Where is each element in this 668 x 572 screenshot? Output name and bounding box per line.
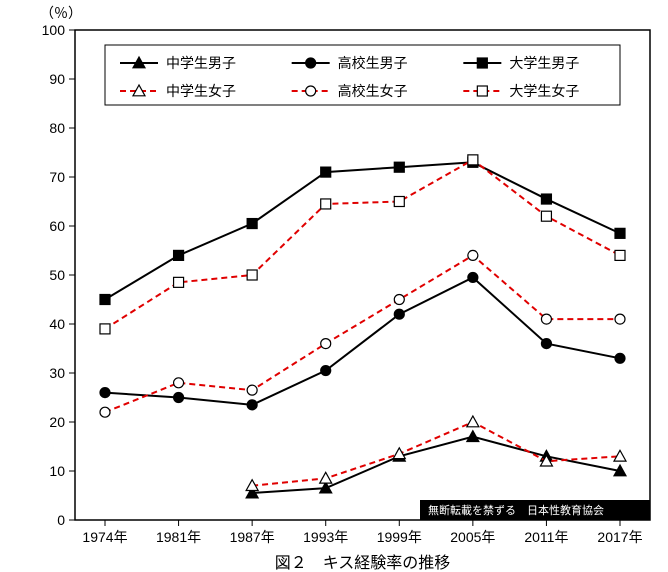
y-tick-label: 20 xyxy=(49,414,65,430)
legend-label-uni_f: 大学生女子 xyxy=(509,83,579,99)
legend-label-jhs_f: 中学生女子 xyxy=(166,83,236,99)
chart-container: 0 10 20 30 40 50 60 70 80 90 100（％） 1974年 1981年 1987年… xyxy=(0,0,668,572)
series-marker-uni_m xyxy=(321,167,331,177)
x-tick-label: 2005年 xyxy=(450,529,495,545)
y-tick-label: 40 xyxy=(49,316,65,332)
series-marker-uni_f xyxy=(394,197,404,207)
series-line-uni_f xyxy=(105,160,620,329)
series-marker-jhs_f xyxy=(393,448,405,459)
series-marker-uni_f xyxy=(247,270,257,280)
series-marker-jhs_f xyxy=(467,416,479,427)
y-tick-label: 60 xyxy=(49,218,65,234)
series-marker-hs_f xyxy=(615,314,625,324)
series-marker-hs_m xyxy=(541,339,551,349)
series-marker-hs_f xyxy=(247,385,257,395)
series-marker-uni_m xyxy=(100,295,110,305)
y-tick-label: 80 xyxy=(49,120,65,136)
series-marker-hs_m xyxy=(615,353,625,363)
series-marker-hs_f xyxy=(321,339,331,349)
x-tick-label: 1974年 xyxy=(82,529,127,545)
series-marker-uni_m xyxy=(394,162,404,172)
legend-label-uni_m: 大学生男子 xyxy=(509,55,579,71)
series-marker-hs_m xyxy=(394,309,404,319)
x-tick-label: 1981年 xyxy=(156,529,201,545)
y-tick-label: 30 xyxy=(49,365,65,381)
legend-label-hs_m: 高校生男子 xyxy=(338,55,408,71)
series-marker-hs_m xyxy=(100,388,110,398)
series-marker-uni_f xyxy=(615,250,625,260)
series-marker-uni_f xyxy=(100,324,110,334)
x-tick-label: 2011年 xyxy=(524,529,568,545)
y-tick-label: 50 xyxy=(49,267,65,283)
series-line-jhs_m xyxy=(252,437,620,493)
y-tick-label: 0 xyxy=(57,512,65,528)
series-marker-jhs_m xyxy=(467,431,479,442)
series-line-jhs_f xyxy=(252,422,620,486)
y-tick-label: 10 xyxy=(49,463,65,479)
y-axis-unit: （％） xyxy=(40,5,82,21)
x-tick-label: 1987年 xyxy=(230,529,275,545)
series-marker-hs_m xyxy=(174,393,184,403)
chart-caption: 図２ キス経験率の推移 xyxy=(275,554,451,572)
series-marker-jhs_f xyxy=(320,472,332,483)
series-marker-hs_f xyxy=(174,378,184,388)
line-chart: 0 10 20 30 40 50 60 70 80 90 100（％） 1974年 1981年 1987年… xyxy=(0,0,668,572)
series-marker-hs_m xyxy=(468,272,478,282)
series-marker-uni_m xyxy=(174,250,184,260)
y-tick-label: 100 xyxy=(42,22,66,38)
x-tick-label: 2017年 xyxy=(597,529,642,545)
series-marker-uni_f xyxy=(321,199,331,209)
legend-label-hs_f: 高校生女子 xyxy=(338,83,408,99)
series-marker-hs_f xyxy=(394,295,404,305)
legend-label-jhs_m: 中学生男子 xyxy=(166,55,236,71)
y-tick-label: 70 xyxy=(49,169,65,185)
series-marker-hs_m xyxy=(247,400,257,410)
series-marker-hs_f xyxy=(541,314,551,324)
series-marker-uni_f xyxy=(468,155,478,165)
series-marker-uni_f xyxy=(541,211,551,221)
x-tick-label: 1999年 xyxy=(377,529,422,545)
series-marker-uni_m xyxy=(247,219,257,229)
series-marker-hs_f xyxy=(100,407,110,417)
series-marker-hs_m xyxy=(321,366,331,376)
series-marker-uni_f xyxy=(174,277,184,287)
notice-text: 無断転載を禁ずる 日本性教育協会 xyxy=(428,503,604,517)
y-tick-label: 90 xyxy=(49,71,65,87)
series-marker-uni_m xyxy=(615,228,625,238)
series-marker-hs_f xyxy=(468,250,478,260)
series-marker-uni_m xyxy=(541,194,551,204)
x-tick-label: 1993年 xyxy=(303,529,348,545)
